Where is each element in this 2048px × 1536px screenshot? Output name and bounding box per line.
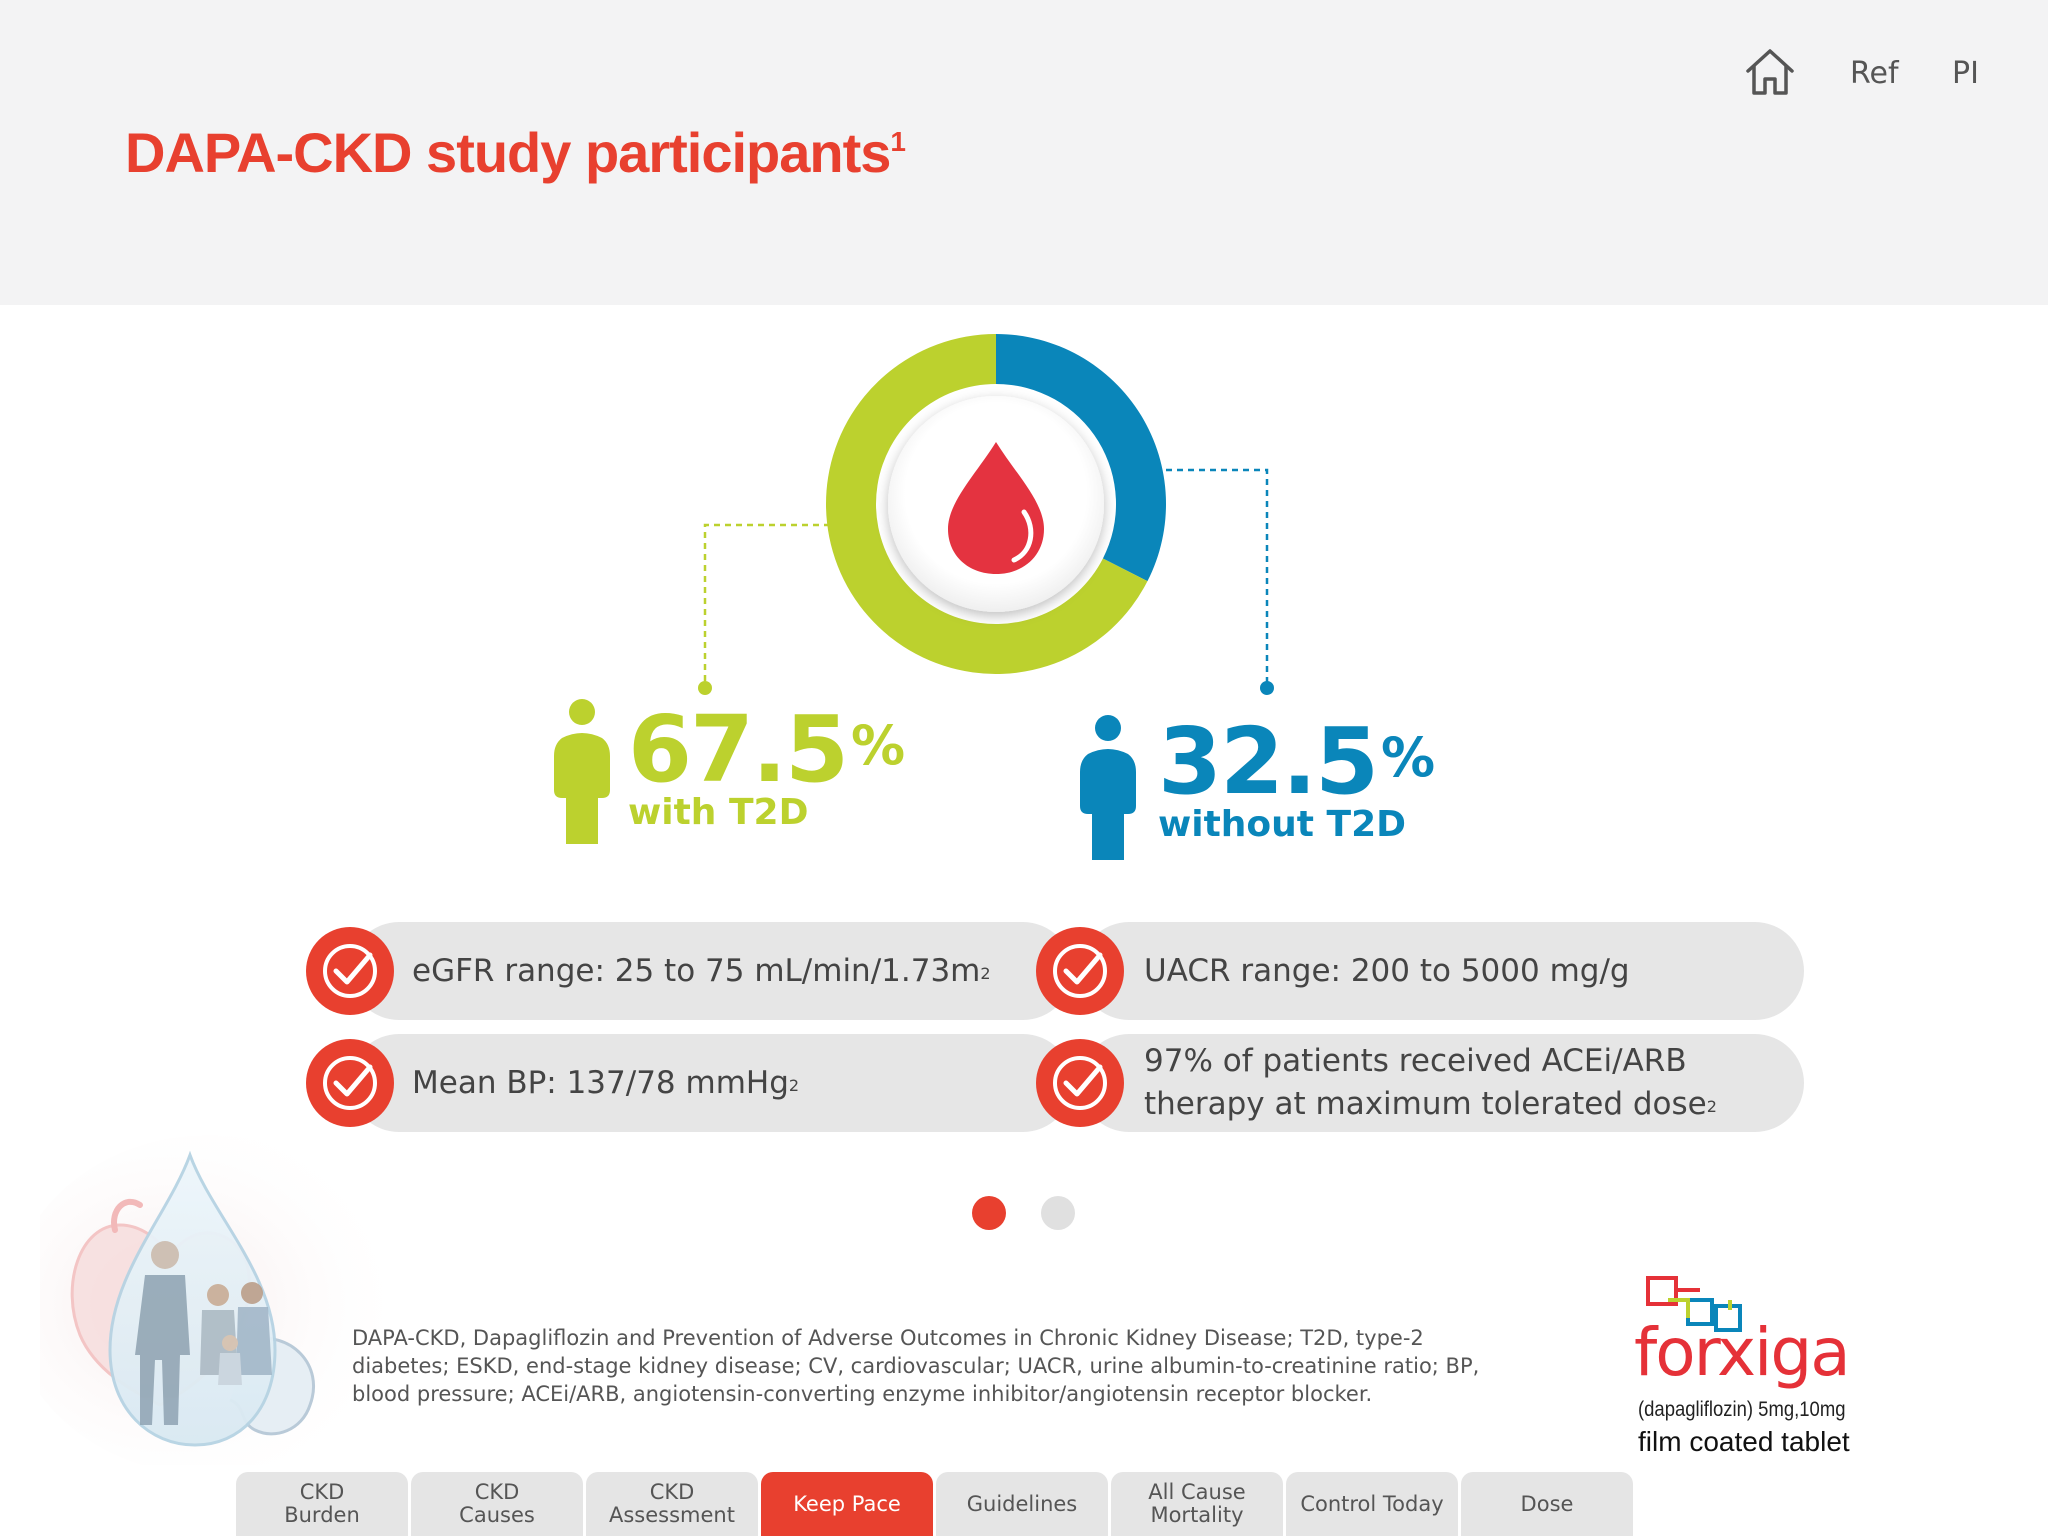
donut-slice-with-t2d (826, 334, 1148, 674)
ref-link[interactable]: Ref (1850, 56, 1899, 91)
criteria-uacr: UACR range: 200 to 5000 mg/g (1080, 922, 1804, 1020)
stat-with-t2d: 67.5% with T2D (628, 704, 905, 834)
tab-keep-pace[interactable]: Keep Pace (761, 1472, 933, 1536)
connector-without-t2d (1166, 468, 1269, 688)
blood-drop-icon (948, 442, 1044, 574)
donut-slice-without-t2d (996, 334, 1166, 582)
criteria-acei-text: 97% of patients received ACEi/ARB therapy… (1144, 1043, 1717, 1122)
criteria-egfr-text: eGFR range: 25 to 75 mL/min/1.73m2 (412, 952, 991, 989)
check-circle-icon (306, 1039, 394, 1127)
check-circle-icon (1036, 927, 1124, 1015)
criteria-bp: Mean BP: 137/78 mmHg2 (350, 1034, 1072, 1132)
abbreviations-footnote: DAPA-CKD, Dapagliflozin and Prevention o… (352, 1326, 1480, 1406)
tab-dose[interactable]: Dose (1461, 1472, 1633, 1536)
stat-with-t2d-value: 67.5 (628, 696, 849, 803)
header-bar: DAPA-CKD study participants1 Ref PI (0, 0, 2048, 305)
connector-with-t2d (703, 523, 830, 688)
tab-control-today[interactable]: Control Today (1286, 1472, 1458, 1536)
patient-illustration (40, 1135, 410, 1465)
tab-ckd-assessment[interactable]: CKD Assessment (586, 1472, 758, 1536)
criteria-acei: 97% of patients received ACEi/ARB therapy… (1080, 1034, 1804, 1132)
bottom-tab-bar: CKD Burden CKD Causes CKD Assessment Kee… (236, 1472, 1633, 1536)
stat-without-t2d: 32.5% without T2D (1158, 716, 1435, 846)
brand-generic-name: (dapagliflozin) 5mg,10mg (1638, 1398, 1846, 1421)
page-title: DAPA-CKD study participants1 (125, 121, 906, 184)
check-circle-icon (1036, 1039, 1124, 1127)
tab-ckd-causes[interactable]: CKD Causes (411, 1472, 583, 1536)
person-icon-green (554, 699, 610, 844)
brand-name: forxiga (1634, 1314, 1851, 1391)
tab-guidelines[interactable]: Guidelines (936, 1472, 1108, 1536)
home-icon[interactable] (1742, 44, 1798, 100)
connector-dot-with-t2d (698, 681, 712, 695)
person-icon-blue (1080, 715, 1136, 860)
family-figures (135, 1241, 272, 1425)
tab-ckd-burden[interactable]: CKD Burden (236, 1472, 408, 1536)
stat-without-t2d-unit: % (1381, 726, 1435, 789)
criteria-uacr-text: UACR range: 200 to 5000 mg/g (1144, 952, 1630, 989)
criteria-bp-text: Mean BP: 137/78 mmHg2 (412, 1064, 800, 1101)
stat-without-t2d-value: 32.5 (1158, 708, 1379, 815)
connector-dot-without-t2d (1260, 681, 1274, 695)
pager-dot-1[interactable] (972, 1196, 1006, 1230)
stat-with-t2d-label: with T2D (628, 792, 809, 833)
stat-with-t2d-unit: % (851, 714, 905, 777)
title-reference: 1 (890, 126, 906, 157)
forxiga-logo-mark (1646, 1276, 1742, 1332)
pi-link[interactable]: PI (1952, 56, 1979, 91)
brand-formulation: film coated tablet (1638, 1426, 1850, 1457)
participants-donut-chart (826, 334, 1166, 674)
check-circle-icon (306, 927, 394, 1015)
criteria-egfr: eGFR range: 25 to 75 mL/min/1.73m2 (350, 922, 1072, 1020)
pager-dot-2[interactable] (1041, 1196, 1075, 1230)
tab-all-cause-mortality[interactable]: All Cause Mortality (1111, 1472, 1283, 1536)
stat-without-t2d-label: without T2D (1158, 804, 1407, 845)
